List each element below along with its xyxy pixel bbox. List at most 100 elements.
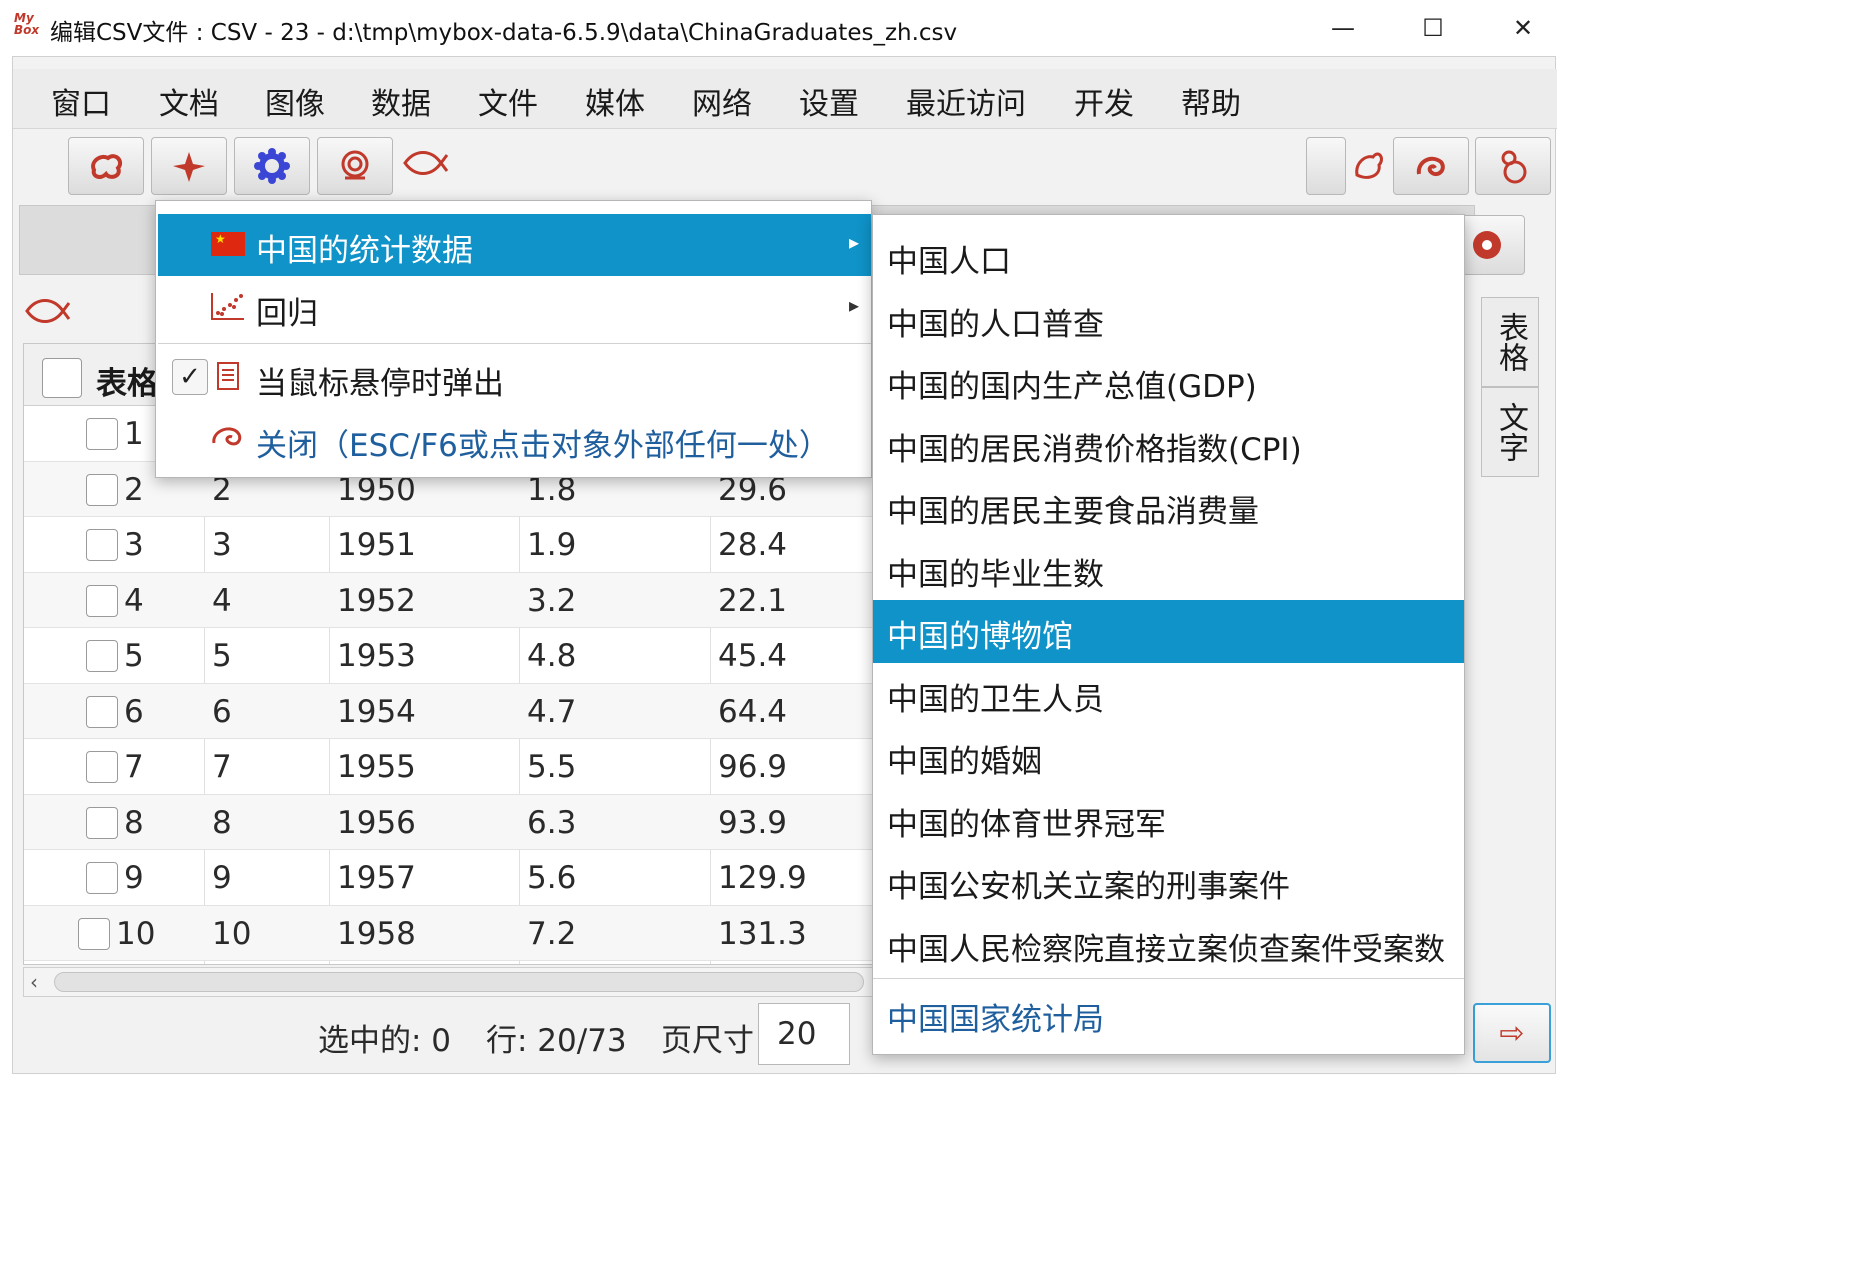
row-checkbox[interactable] — [86, 473, 118, 506]
menu-file[interactable]: 文件 — [478, 87, 538, 122]
menu-item-regression[interactable]: 回归 ▸ — [158, 277, 871, 339]
cell-year[interactable]: 1955 — [337, 749, 416, 785]
menu-develop[interactable]: 开发 — [1074, 87, 1134, 122]
cell-index[interactable]: 8 — [212, 804, 232, 841]
cell-value-b[interactable]: 45.4 — [718, 638, 788, 674]
table-row[interactable]: 8 8 1956 6.3 93.9 — [24, 794, 872, 850]
cell-index[interactable]: 10 — [212, 915, 252, 952]
submenu-item-gdp[interactable]: 中国的国内生产总值(GDP) — [873, 350, 1464, 413]
cell-value-a[interactable]: 5.5 — [527, 749, 577, 785]
cell-value-a[interactable]: 6.3 — [527, 804, 577, 841]
gourd-button[interactable] — [1475, 137, 1551, 195]
submenu-item-cpi[interactable]: 中国的居民消费价格指数(CPI) — [873, 413, 1464, 476]
horizontal-scrollbar[interactable]: ‹ — [23, 967, 873, 997]
cell-index[interactable]: 4 — [212, 582, 232, 619]
cell-index[interactable]: 2 — [212, 471, 232, 508]
fish-small-icon[interactable] — [23, 291, 71, 340]
menu-help[interactable]: 帮助 — [1181, 87, 1241, 122]
swirl-button[interactable] — [1393, 137, 1469, 195]
cell-value-a[interactable]: 1.9 — [527, 527, 577, 563]
tab-text[interactable]: 文字 — [1481, 387, 1539, 477]
cell-year[interactable]: 1957 — [337, 860, 416, 896]
peony-button[interactable] — [317, 137, 393, 195]
row-checkbox[interactable] — [86, 862, 118, 894]
table-row[interactable]: 5 5 1953 4.8 45.4 — [24, 628, 872, 684]
maximize-button[interactable]: ☐ — [1422, 14, 1444, 42]
row-checkbox[interactable] — [86, 806, 118, 839]
submenu-item-food-consumption[interactable]: 中国的居民主要食品消费量 — [873, 475, 1464, 538]
flower-button[interactable] — [151, 137, 227, 195]
menu-media[interactable]: 媒体 — [585, 87, 645, 122]
row-checkbox[interactable] — [78, 917, 110, 950]
select-all-checkbox[interactable] — [42, 358, 82, 398]
cell-value-a[interactable]: 4.8 — [527, 638, 577, 674]
table-row[interactable]: 4 4 1952 3.2 22.1 — [24, 572, 872, 628]
row-checkbox[interactable] — [86, 529, 118, 561]
cell-index[interactable]: 7 — [212, 749, 232, 785]
cell-index[interactable]: 9 — [212, 860, 232, 896]
cell-value-b[interactable]: 64.4 — [718, 693, 788, 730]
menu-item-china-statistics[interactable]: 中国的统计数据 ▸ — [158, 214, 871, 276]
next-page-button[interactable]: ⇨ — [1473, 1003, 1551, 1063]
cell-year[interactable]: 1951 — [337, 527, 416, 563]
cell-value-b[interactable]: 22.1 — [718, 582, 788, 619]
settings-button[interactable] — [234, 137, 310, 195]
menu-recent[interactable]: 最近访问 — [906, 87, 1026, 122]
close-window-button[interactable]: ✕ — [1512, 14, 1534, 42]
fish-icon[interactable] — [401, 143, 449, 192]
cell-value-a[interactable]: 3.2 — [527, 582, 577, 619]
cell-value-b[interactable]: 129.9 — [718, 860, 807, 896]
cell-value-a[interactable]: 4.7 — [527, 693, 577, 730]
toggle-button[interactable] — [1306, 137, 1346, 195]
menu-settings[interactable]: 设置 — [799, 87, 859, 122]
cloud-swirl-button[interactable] — [68, 137, 144, 195]
popup-on-hover-checkbox[interactable]: ✓ — [172, 359, 208, 395]
menu-item-popup-on-hover[interactable]: ✓ 当鼠标悬停时弹出 — [158, 347, 871, 409]
submenu-item-health-personnel[interactable]: 中国的卫生人员 — [873, 663, 1464, 726]
row-checkbox[interactable] — [86, 584, 118, 617]
row-checkbox[interactable] — [86, 418, 118, 450]
cell-year[interactable]: 1953 — [337, 638, 416, 674]
table-row[interactable]: 9 9 1957 5.6 129.9 — [24, 850, 872, 906]
cell-index[interactable]: 6 — [212, 693, 232, 730]
submenu-item-criminal-cases[interactable]: 中国公安机关立案的刑事案件 — [873, 850, 1464, 913]
cell-index[interactable]: 5 — [212, 638, 232, 674]
table-row[interactable]: 3 3 1951 1.9 28.4 — [24, 517, 872, 573]
table-row[interactable]: 6 6 1954 4.7 64.4 — [24, 683, 872, 739]
submenu-item-sports-champions[interactable]: 中国的体育世界冠军 — [873, 788, 1464, 851]
cell-year[interactable]: 1954 — [337, 693, 416, 730]
submenu-item-museums[interactable]: 中国的博物馆 — [873, 600, 1464, 663]
submenu-item-population[interactable]: 中国人口 — [873, 225, 1464, 288]
minimize-button[interactable]: — — [1331, 14, 1355, 42]
page-size-input[interactable]: 20 — [758, 1003, 850, 1065]
scrollbar-thumb[interactable] — [54, 972, 864, 992]
cell-value-b[interactable]: 96.9 — [718, 749, 788, 785]
scroll-left-icon[interactable]: ‹ — [30, 970, 38, 994]
table-row[interactable]: 7 7 1955 5.5 96.9 — [24, 739, 872, 795]
cell-year[interactable]: 1952 — [337, 582, 416, 619]
row-checkbox[interactable] — [86, 695, 118, 728]
cell-value-a[interactable]: 7.2 — [527, 915, 577, 952]
cell-value-a[interactable]: 5.6 — [527, 860, 577, 896]
submenu-item-marriage[interactable]: 中国的婚姻 — [873, 725, 1464, 788]
submenu-item-procuratorate-cases[interactable]: 中国人民检察院直接立案侦查案件受案数 — [873, 913, 1464, 976]
submenu-link-nbs[interactable]: 中国国家统计局 — [873, 983, 1464, 1046]
cell-year[interactable]: 1958 — [337, 915, 416, 952]
chicken-icon[interactable] — [1351, 145, 1387, 194]
cell-year[interactable]: 1956 — [337, 804, 416, 841]
cell-value-b[interactable]: 131.3 — [718, 915, 807, 952]
row-checkbox[interactable] — [86, 640, 118, 672]
menu-item-close-menu[interactable]: 关闭（ESC/F6或点击对象外部任何一处） — [158, 409, 871, 471]
cell-value-b[interactable]: 28.4 — [718, 527, 788, 563]
menu-window[interactable]: 窗口 — [51, 87, 111, 122]
tab-table[interactable]: 表格 — [1481, 297, 1539, 387]
cell-value-b[interactable]: 93.9 — [718, 804, 788, 841]
menu-data[interactable]: 数据 — [371, 87, 431, 122]
submenu-item-census[interactable]: 中国的人口普查 — [873, 288, 1464, 351]
menu-document[interactable]: 文档 — [159, 87, 219, 122]
submenu-item-graduates[interactable]: 中国的毕业生数 — [873, 538, 1464, 601]
menu-image[interactable]: 图像 — [265, 87, 325, 122]
table-row[interactable]: 10 10 1958 7.2 131.3 — [24, 905, 872, 961]
menu-network[interactable]: 网络 — [692, 87, 752, 122]
cell-index[interactable]: 3 — [212, 527, 232, 563]
